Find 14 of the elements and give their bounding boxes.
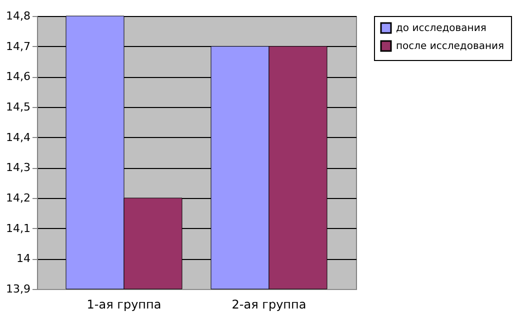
y-tick-label: 14,4 — [6, 130, 30, 144]
y-tick-label: 13,9 — [6, 282, 30, 296]
y-tick-label: 14,6 — [6, 70, 30, 84]
y-tick-label: 14 — [16, 252, 30, 266]
y-tick-label: 14,7 — [6, 40, 30, 53]
x-tick-label: 1-ая группа — [86, 298, 162, 312]
y-tick-label: 14,8 — [6, 10, 30, 22]
legend-label: до исследования — [396, 23, 486, 34]
y-tick-label: 14,2 — [6, 192, 30, 204]
y-tick-label: 14,3 — [6, 161, 30, 174]
y-tick-label: 14,1 — [6, 222, 30, 235]
legend-label: после исследования — [396, 41, 504, 52]
x-tick-label: 2-ая группа — [232, 298, 306, 312]
y-tick-label: 14,5 — [6, 100, 30, 114]
